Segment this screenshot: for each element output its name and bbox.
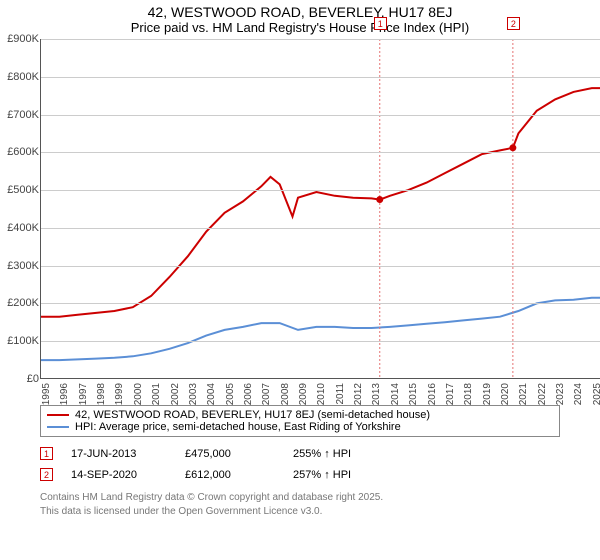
series-property xyxy=(41,88,600,317)
footnote: Contains HM Land Registry data © Crown c… xyxy=(40,491,600,518)
y-tick-label: £400K xyxy=(1,222,39,234)
legend-swatch xyxy=(47,426,69,428)
sale-marker-dot xyxy=(376,196,383,203)
y-tick-label: £500K xyxy=(1,184,39,196)
gridline xyxy=(41,303,600,304)
legend: 42, WESTWOOD ROAD, BEVERLEY, HU17 8EJ (s… xyxy=(40,405,560,437)
sale-price: £612,000 xyxy=(185,469,275,481)
footnote-line2: This data is licensed under the Open Gov… xyxy=(40,505,600,519)
gridline xyxy=(41,228,600,229)
sale-hpi-note: 257% ↑ HPI xyxy=(293,469,351,481)
legend-swatch xyxy=(47,414,69,416)
y-tick-label: £0 xyxy=(1,373,39,385)
price-chart: £0£100K£200K£300K£400K£500K£600K£700K£80… xyxy=(40,39,600,399)
sale-rows: 1 17-JUN-2013 £475,000 255% ↑ HPI 2 14-SEP-20… xyxy=(40,443,560,485)
y-tick-label: £100K xyxy=(1,335,39,347)
y-tick-label: £900K xyxy=(1,33,39,45)
gridline xyxy=(41,190,600,191)
legend-label: HPI: Average price, semi-detached house,… xyxy=(75,421,401,433)
legend-label: 42, WESTWOOD ROAD, BEVERLEY, HU17 8EJ (s… xyxy=(75,409,430,421)
y-tick-label: £300K xyxy=(1,260,39,272)
sale-date: 14-SEP-2020 xyxy=(71,469,167,481)
sale-hpi-note: 255% ↑ HPI xyxy=(293,448,351,460)
y-tick-label: £200K xyxy=(1,297,39,309)
chart-svg xyxy=(41,39,600,379)
gridline xyxy=(41,152,600,153)
legend-item: 42, WESTWOOD ROAD, BEVERLEY, HU17 8EJ (s… xyxy=(47,409,553,421)
sale-price: £475,000 xyxy=(185,448,275,460)
sale-marker-dot xyxy=(509,144,516,151)
gridline xyxy=(41,39,600,40)
y-tick-label: £600K xyxy=(1,146,39,158)
gridline xyxy=(41,266,600,267)
sale-date: 17-JUN-2013 xyxy=(71,448,167,460)
plot-area: £0£100K£200K£300K£400K£500K£600K£700K£80… xyxy=(40,39,600,379)
sale-row-marker: 2 xyxy=(40,468,53,481)
gridline xyxy=(41,77,600,78)
y-tick-label: £800K xyxy=(1,71,39,83)
gridline xyxy=(41,115,600,116)
sale-marker-box: 2 xyxy=(507,17,520,30)
sale-row: 1 17-JUN-2013 £475,000 255% ↑ HPI xyxy=(40,443,560,464)
sale-row-marker: 1 xyxy=(40,447,53,460)
y-tick-label: £700K xyxy=(1,109,39,121)
sale-row: 2 14-SEP-2020 £612,000 257% ↑ HPI xyxy=(40,464,560,485)
gridline xyxy=(41,341,600,342)
footnote-line1: Contains HM Land Registry data © Crown c… xyxy=(40,491,600,505)
series-hpi xyxy=(41,298,600,360)
legend-item: HPI: Average price, semi-detached house,… xyxy=(47,421,553,433)
sale-marker-box: 1 xyxy=(374,17,387,30)
